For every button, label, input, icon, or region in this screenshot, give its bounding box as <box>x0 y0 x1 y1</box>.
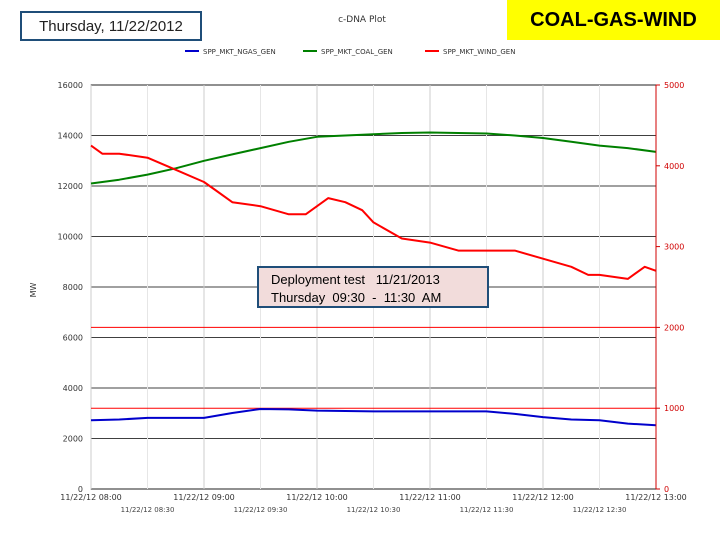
y-tick-left: 4000 <box>63 384 83 393</box>
y-tick-left: 12000 <box>58 182 83 191</box>
y-tick-left: 6000 <box>63 334 83 343</box>
legend-label: SPP_MKT_COAL_GEN <box>321 48 393 56</box>
x-tick: 11/22/12 12:00 <box>512 493 574 502</box>
series-line-spp-mkt-wind-gen <box>90 144 657 280</box>
y-tick-right: 0 <box>664 485 669 494</box>
reference-lines <box>91 326 656 409</box>
axes: 160001400012000100008000600040002000011/… <box>58 81 687 514</box>
x-tick-minor: 11/22/12 10:30 <box>347 506 401 514</box>
x-tick: 11/22/12 08:00 <box>60 493 122 502</box>
x-tick-minor: 11/22/12 11:30 <box>460 506 514 514</box>
deployment-note-line2: Thursday 09:30 - 11:30 AM <box>271 290 442 305</box>
y-tick-right: 2000 <box>664 323 684 332</box>
y-tick-left: 2000 <box>63 435 83 444</box>
x-tick: 11/22/12 11:00 <box>399 493 461 502</box>
y-tick-left: 8000 <box>63 283 83 292</box>
y-axis-label: MW <box>29 283 38 298</box>
x-tick: 11/22/12 09:00 <box>173 493 235 502</box>
series-line-spp-mkt-ngas-gen <box>90 408 657 427</box>
y-tick-left: 16000 <box>58 81 83 90</box>
y-tick-right: 5000 <box>664 81 684 90</box>
y-tick-right: 3000 <box>664 243 684 252</box>
chart-legend: SPP_MKT_NGAS_GEN SPP_MKT_COAL_GEN SPP_MKT_… <box>185 48 515 56</box>
x-tick-minor: 11/22/12 12:30 <box>573 506 627 514</box>
deployment-note: Deployment test 11/21/2013 Thursday 09:3… <box>257 266 489 308</box>
x-tick-minor: 11/22/12 09:30 <box>234 506 288 514</box>
y-tick-left: 0 <box>78 485 83 494</box>
y-tick-left: 14000 <box>58 132 83 141</box>
x-tick: 11/22/12 10:00 <box>286 493 348 502</box>
data-series <box>90 131 657 427</box>
x-tick-minor: 11/22/12 08:30 <box>121 506 175 514</box>
y-tick-right: 1000 <box>664 404 684 413</box>
series-line-spp-mkt-coal-gen <box>90 131 657 185</box>
date-label: Thursday, 11/22/2012 <box>20 11 202 41</box>
chart-title: c-DNA Plot <box>338 15 386 25</box>
y-tick-left: 10000 <box>58 233 83 242</box>
deployment-note-line1: Deployment test 11/21/2013 <box>271 272 440 287</box>
y-tick-right: 4000 <box>664 162 684 171</box>
title-banner: COAL-GAS-WIND <box>507 0 720 40</box>
x-tick: 11/22/12 13:00 <box>625 493 687 502</box>
legend-label: SPP_MKT_WIND_GEN <box>443 48 515 56</box>
legend-label: SPP_MKT_NGAS_GEN <box>203 48 276 56</box>
